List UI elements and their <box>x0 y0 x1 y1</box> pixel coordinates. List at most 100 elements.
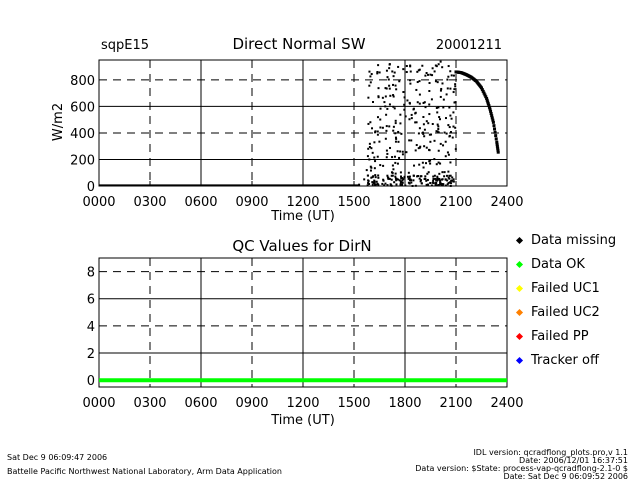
data-point <box>428 113 431 116</box>
data-point <box>452 180 455 183</box>
data-point <box>453 101 456 104</box>
data-point <box>402 68 405 71</box>
data-point <box>447 182 450 185</box>
data-point <box>421 161 424 164</box>
data-point <box>381 126 384 129</box>
footer-run-date: Date: Sat Dec 9 06:09:52 2006 <box>503 472 628 481</box>
data-point <box>393 71 396 74</box>
data-point <box>368 158 371 161</box>
data-point <box>377 176 380 179</box>
data-point <box>385 129 388 132</box>
data-point <box>382 164 385 167</box>
data-point <box>382 179 385 182</box>
data-point <box>377 87 380 90</box>
data-point <box>415 121 418 124</box>
data-point <box>387 177 390 180</box>
data-point <box>385 113 388 116</box>
data-point <box>392 125 395 128</box>
data-point <box>434 177 437 180</box>
data-point <box>394 119 397 122</box>
top-x-tick-label: 0600 <box>184 195 217 210</box>
data-point <box>416 70 419 73</box>
data-point <box>394 84 397 87</box>
top-y-tick-label: 800 <box>70 74 95 89</box>
data-point <box>449 70 452 73</box>
data-point <box>439 60 442 63</box>
data-point <box>410 113 413 116</box>
data-point <box>447 75 450 78</box>
data-point <box>377 64 380 67</box>
data-point <box>418 127 421 130</box>
data-point <box>433 139 436 142</box>
footer-data-version: Data version: $State: process-vap-qcradf… <box>415 464 628 473</box>
data-point <box>454 85 457 88</box>
top-x-tick-label: 0900 <box>235 195 268 210</box>
envelope-point <box>496 150 500 154</box>
top-x-tick-label: 1200 <box>286 195 319 210</box>
data-point <box>405 71 408 74</box>
data-point <box>416 101 419 104</box>
data-point <box>409 82 412 85</box>
data-point <box>369 165 372 168</box>
data-point <box>415 144 418 147</box>
top-xlabel: Time (UT) <box>270 209 335 224</box>
data-point <box>389 146 392 149</box>
data-point <box>438 177 441 180</box>
data-point <box>386 176 389 179</box>
data-point <box>373 167 376 170</box>
data-point <box>367 122 370 125</box>
data-point <box>398 80 401 83</box>
data-point <box>372 175 375 178</box>
legend-marker <box>515 284 524 292</box>
top-y-tick-label: 600 <box>70 100 95 115</box>
data-point <box>454 148 457 151</box>
legend-item-tracker-off: Tracker off <box>514 348 638 372</box>
data-point <box>394 175 397 178</box>
data-point <box>370 73 373 76</box>
data-point <box>442 183 445 186</box>
data-point <box>442 106 445 109</box>
envelope-point <box>496 146 500 150</box>
top-x-tick-label: 1800 <box>388 195 421 210</box>
data-point <box>394 136 397 139</box>
data-point <box>437 161 440 164</box>
data-point <box>448 126 451 129</box>
data-point <box>390 184 393 187</box>
data-point <box>412 174 415 177</box>
bottom-x-tick-label: 2100 <box>439 396 472 411</box>
data-point <box>439 142 442 145</box>
data-point <box>379 164 382 167</box>
top-y-tick-label: 400 <box>70 127 95 142</box>
data-point <box>398 179 401 182</box>
data-point <box>410 139 413 142</box>
data-point <box>370 147 373 150</box>
data-point <box>436 111 439 114</box>
data-point <box>450 117 453 120</box>
data-point <box>414 121 417 124</box>
data-point <box>435 163 438 166</box>
data-point <box>379 126 382 129</box>
data-point <box>429 182 432 185</box>
data-point <box>414 184 417 187</box>
data-point <box>386 76 389 79</box>
top-y-tick-label: 200 <box>70 153 95 168</box>
data-point <box>384 137 387 140</box>
envelope-point <box>496 148 500 152</box>
data-point <box>409 70 412 73</box>
data-point <box>368 145 371 148</box>
data-point <box>396 162 399 165</box>
envelope-point <box>494 134 498 138</box>
data-point <box>373 180 376 183</box>
data-point <box>418 102 421 105</box>
data-point <box>385 149 388 152</box>
envelope-point <box>495 144 499 148</box>
data-point <box>439 162 442 165</box>
data-point <box>445 93 448 96</box>
data-point <box>452 125 455 128</box>
data-point <box>394 172 397 175</box>
data-point <box>403 103 406 106</box>
data-point <box>450 74 453 77</box>
data-point <box>425 162 428 165</box>
data-point <box>447 170 450 173</box>
data-point <box>436 81 439 84</box>
